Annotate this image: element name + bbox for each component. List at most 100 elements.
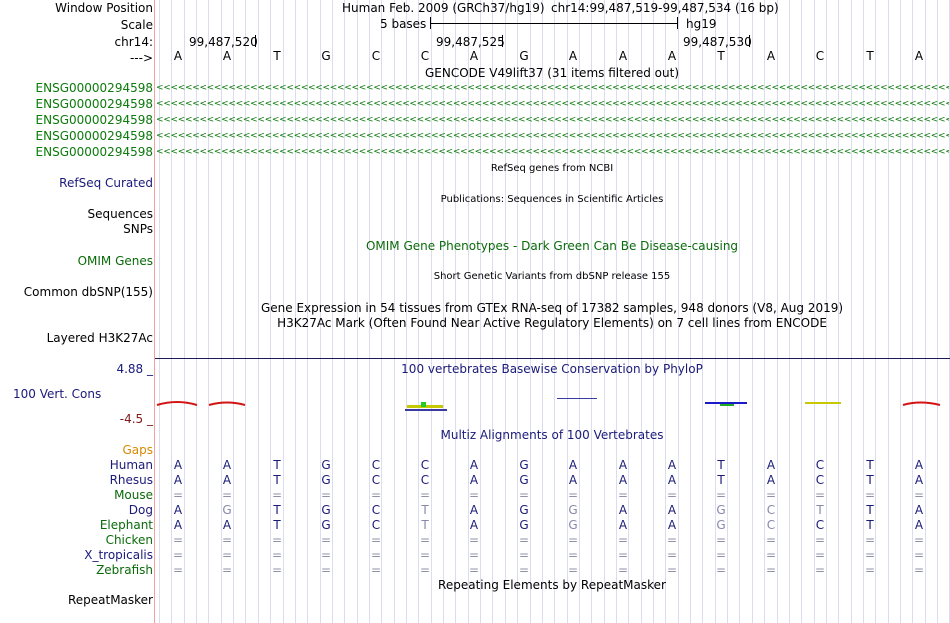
species-label[interactable]: Chicken [105,533,153,547]
alignment-base: = [864,488,876,502]
alignment-base: A [469,473,479,487]
h3k27ac-baseline [155,358,950,359]
alignment-base: C [766,518,776,532]
multiz-track-title[interactable]: Multiz Alignments of 100 Vertebrates [440,428,664,442]
gencode-item-label[interactable]: ENSG00000294598 [35,129,153,143]
gencode-item-label[interactable]: ENSG00000294598 [35,113,153,127]
species-label[interactable]: Mouse [114,488,153,502]
alignment-base: T [273,458,281,472]
coord-tick [502,35,503,47]
gene-feature[interactable]: <<<<<<<<<<<<<<<<<<<<<<<<<<<<<<<<<<<<<<<<… [156,115,949,125]
alignment-base: = [320,548,332,562]
gridline [468,0,469,623]
species-label[interactable]: Rhesus [109,473,153,487]
gridline [591,0,592,623]
gene-feature[interactable]: <<<<<<<<<<<<<<<<<<<<<<<<<<<<<<<<<<<<<<<<… [156,131,949,141]
alignment-base: = [617,533,629,547]
alignment-base: G [321,518,331,532]
alignment-base: A [618,518,628,532]
alignment-base: = [468,563,480,577]
alignment-base: T [866,503,874,517]
gene-feature[interactable]: <<<<<<<<<<<<<<<<<<<<<<<<<<<<<<<<<<<<<<<<… [156,147,949,157]
gridline [542,0,543,623]
gene-feature[interactable]: <<<<<<<<<<<<<<<<<<<<<<<<<<<<<<<<<<<<<<<<… [156,83,949,93]
alignment-base: T [816,503,824,517]
gridline [394,0,395,623]
position-text[interactable]: chr14:99,487,519-99,487,534 (16 bp) [551,1,779,15]
alignment-base: G [519,473,529,487]
conservation-max-label: 4.88 _ [116,362,153,376]
gencode-item-label[interactable]: ENSG00000294598 [35,97,153,111]
alignment-base: A [173,458,183,472]
alignment-base: A [222,518,232,532]
gridline [826,0,827,623]
species-label[interactable]: Zebrafish [96,563,153,577]
conservation-bar [421,402,426,407]
alignment-base: T [866,458,874,472]
gencode-item-label[interactable]: ENSG00000294598 [35,81,153,95]
alignment-base: A [766,458,776,472]
gaps-label[interactable]: Gaps [122,443,153,457]
gencode-track-title[interactable]: GENCODE V49lift37 (31 items filtered out… [424,66,679,80]
alignment-base: = [715,488,727,502]
alignment-base: G [222,503,232,517]
alignment-base: C [815,518,825,532]
dna-base: A [618,49,628,63]
dna-base: A [469,49,479,63]
gene-feature[interactable]: <<<<<<<<<<<<<<<<<<<<<<<<<<<<<<<<<<<<<<<<… [156,99,949,109]
gtex-track-title[interactable]: Gene Expression in 54 tissues from GTEx … [260,301,844,315]
layered-h3k27ac-label[interactable]: Layered H3K27Ac [46,331,153,345]
species-label[interactable]: X_tropicalis [84,548,153,562]
gridline [431,0,432,623]
gridline [653,0,654,623]
repeatmasker-track-title[interactable]: Repeating Elements by RepeatMasker [438,578,666,592]
conservation-track-title[interactable]: 100 vertebrates Basewise Conservation by… [401,362,703,376]
alignment-base: G [568,518,578,532]
alignment-base: A [469,503,479,517]
gridline [702,0,703,623]
alignment-base: = [567,563,579,577]
alignment-base: T [717,458,725,472]
gridline [937,0,938,623]
alignment-base: G [568,503,578,517]
gridline [789,0,790,623]
gridline [912,0,913,623]
alignment-base: T [421,503,429,517]
alignment-base: G [321,503,331,517]
alignment-base: T [273,473,281,487]
repeatmasker-label[interactable]: RepeatMasker [67,593,153,607]
alignment-base: G [519,503,529,517]
alignment-base: = [320,533,332,547]
gridline [739,0,740,623]
h3k27ac-track-title[interactable]: H3K27Ac Mark (Often Found Near Active Re… [277,316,827,330]
dna-base: T [866,49,874,63]
vert-cons-label[interactable]: 100 Vert. Cons [13,387,102,401]
dbsnp-track-title[interactable]: Short Genetic Variants from dbSNP releas… [433,271,671,282]
species-label[interactable]: Dog [128,503,153,517]
alignment-base: = [468,533,480,547]
species-label[interactable]: Elephant [99,518,153,532]
alignment-base: = [172,488,184,502]
refseq-track-title[interactable]: RefSeq genes from NCBI [490,163,614,174]
species-label[interactable]: Human [109,458,153,472]
alignment-base: = [172,533,184,547]
gridline [184,0,185,623]
gencode-item-label[interactable]: ENSG00000294598 [35,145,153,159]
alignment-base: C [815,473,825,487]
common-dbsnp-label[interactable]: Common dbSNP(155) [23,285,153,299]
gridline [406,0,407,623]
omim-track-title[interactable]: OMIM Gene Phenotypes - Dark Green Can Be… [365,239,739,253]
conservation-bar [405,409,447,411]
publications-track-title[interactable]: Publications: Sequences in Scientific Ar… [440,194,664,205]
conservation-peak [156,401,198,406]
alignment-base: = [419,563,431,577]
gridline [814,0,815,623]
gridline [801,0,802,623]
gridline [505,0,506,623]
sequences-label[interactable]: Sequences [87,207,153,221]
refseq-curated-label[interactable]: RefSeq Curated [59,176,153,190]
omim-genes-label[interactable]: OMIM Genes [77,254,153,268]
gridline [727,0,728,623]
snps-label[interactable]: SNPs [123,222,153,236]
